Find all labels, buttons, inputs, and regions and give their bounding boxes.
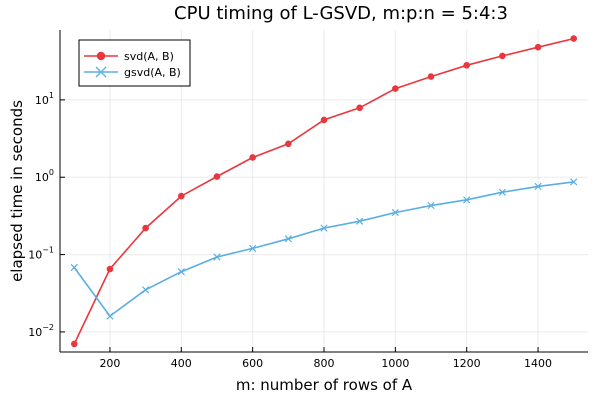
data-point <box>249 244 257 253</box>
x-tick-label: 1000 <box>381 357 409 370</box>
data-point <box>570 178 578 186</box>
x-tick-label: 1400 <box>524 357 552 370</box>
y-ticks: 10−2 10−1 100 101 <box>28 91 65 339</box>
x-axis-label: m: number of rows of A <box>236 376 413 394</box>
chart-title: CPU timing of L-GSVD, m:p:n = 5:4:3 <box>174 3 508 24</box>
data-point <box>70 340 78 348</box>
data-point <box>142 224 149 232</box>
y-tick-label: 100 <box>35 168 54 184</box>
x-tick-label: 800 <box>314 357 335 370</box>
x-tick-label: 200 <box>99 357 120 370</box>
data-point <box>106 265 114 273</box>
data-point <box>534 43 542 51</box>
data-point <box>498 188 507 196</box>
data-point <box>534 182 542 191</box>
data-point <box>249 154 256 161</box>
y-axis-label: elapsed time in seconds <box>8 100 26 282</box>
data-point <box>391 208 399 217</box>
y-tick-label: 10−1 <box>28 246 54 262</box>
data-point <box>463 61 471 69</box>
x-tick-label: 400 <box>171 357 192 370</box>
data-point <box>284 235 292 243</box>
data-point <box>356 104 363 112</box>
data-point <box>427 73 435 80</box>
legend-marker <box>95 66 107 78</box>
data-point <box>499 52 506 60</box>
data-point <box>70 263 78 272</box>
data-point <box>570 35 578 42</box>
data-point <box>320 224 328 232</box>
series-svd <box>70 35 578 348</box>
legend: svd(A, B) gsvd(A, B) <box>78 39 191 87</box>
data-point <box>356 217 364 225</box>
x-tick-label: 1200 <box>453 357 481 370</box>
x-tick-label: 600 <box>242 357 263 370</box>
data-point <box>392 85 399 92</box>
y-tick-label: 10−2 <box>28 323 54 339</box>
data-point <box>320 116 328 124</box>
data-point <box>177 192 185 200</box>
data-point <box>213 253 221 261</box>
data-point <box>285 140 292 148</box>
data-point <box>106 312 114 320</box>
data-point <box>213 173 221 180</box>
data-point <box>177 268 185 276</box>
series-gsvd <box>70 178 578 320</box>
data-point <box>463 196 471 204</box>
data-point <box>427 201 435 210</box>
data-point <box>141 286 150 294</box>
x-ticks: 200 400 600 800 1000 1200 1400 <box>99 347 552 370</box>
legend-label: gsvd(A, B) <box>124 66 181 79</box>
legend-box <box>78 39 191 87</box>
legend-label: svd(A, B) <box>124 50 174 63</box>
series <box>70 35 578 348</box>
y-tick-label: 101 <box>35 91 54 107</box>
legend-marker <box>96 51 106 61</box>
